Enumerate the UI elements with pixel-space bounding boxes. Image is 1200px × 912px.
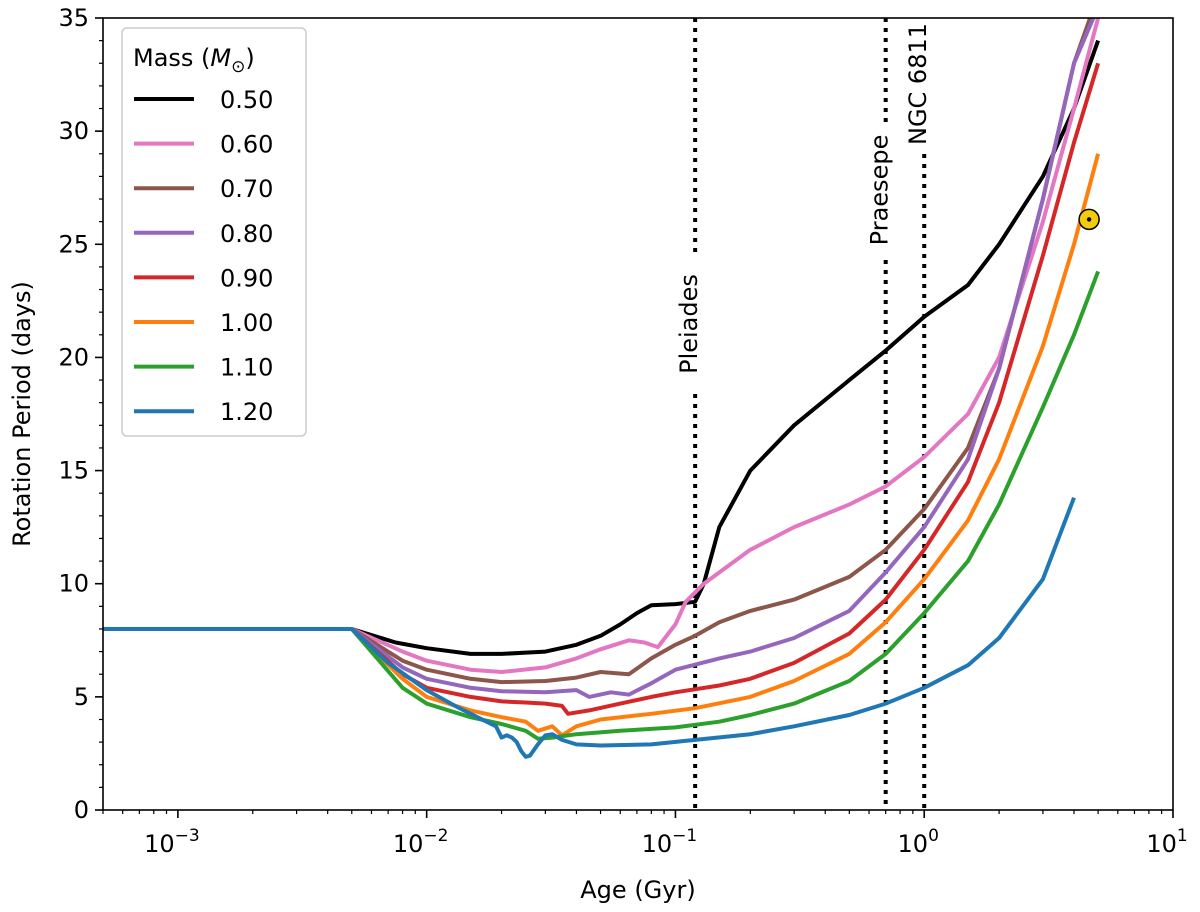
legend-label-1.00: 1.00 — [220, 309, 273, 337]
legend-label-0.50: 0.50 — [220, 86, 273, 114]
sun-marker-layer — [1078, 208, 1100, 231]
y-tick-label: 30 — [58, 117, 89, 145]
y-tick-label: 20 — [58, 343, 89, 371]
x-tick-label: 101 — [1146, 826, 1187, 858]
reference-line-label: NGC 6811 — [904, 23, 932, 145]
reference-line-label: Praesepe — [866, 135, 894, 246]
legend-label-0.60: 0.60 — [220, 131, 273, 159]
x-tick-label: 10−1 — [642, 826, 698, 858]
x-tick-label: 10−2 — [393, 826, 449, 858]
y-tick-label: 35 — [58, 4, 89, 32]
legend: Mass (M⊙) 0.50 0.60 0.70 0.80 0.90 1.00 1.10 1.2… — [121, 27, 307, 437]
y-axis-title: Rotation Period (days) — [8, 281, 36, 547]
y-tick-label: 25 — [58, 230, 89, 258]
series-line-1.20 — [103, 496, 1076, 759]
legend-label-0.90: 0.90 — [220, 264, 273, 292]
series-line-0.60 — [350, 18, 1101, 674]
reference-line-pleiades: Pleiades — [675, 18, 703, 810]
series-line-0.80 — [350, 18, 1096, 699]
x-axis-title: Age (Gyr) — [580, 876, 695, 904]
legend-title: Mass (M⊙) — [133, 44, 255, 77]
x-tick-label: 100 — [898, 826, 939, 858]
legend-box — [121, 27, 307, 437]
reference-line-ngc-6811: NGC 6811 — [904, 23, 932, 810]
legend-label-1.20: 1.20 — [220, 398, 273, 426]
legend-label-0.70: 0.70 — [220, 175, 273, 203]
x-tick-label: 10−3 — [144, 826, 200, 858]
series-layer — [103, 18, 1101, 759]
y-tick-label: 5 — [74, 683, 89, 711]
legend-label-0.80: 0.80 — [220, 220, 273, 248]
reference-line-label: Pleiades — [675, 274, 703, 374]
y-tick-label: 0 — [74, 796, 89, 824]
reference-line-praesepe: Praesepe — [866, 18, 894, 810]
axis-ticks-layer: 10−3 10−2 10−1 100 101 0 5 10 15 20 25 30 35 — [58, 4, 1187, 858]
y-tick-label: 10 — [58, 570, 89, 598]
reference-lines-layer: Pleiades Praesepe NGC 6811 — [675, 18, 932, 810]
series-line-1.00 — [350, 153, 1101, 738]
series-line-0.90 — [350, 62, 1101, 716]
plot-frame — [102, 17, 1174, 811]
legend-label-1.10: 1.10 — [220, 354, 273, 382]
y-tick-label: 15 — [58, 457, 89, 485]
series-line-0.70 — [350, 18, 1093, 685]
sun-marker-dot — [1086, 217, 1092, 222]
